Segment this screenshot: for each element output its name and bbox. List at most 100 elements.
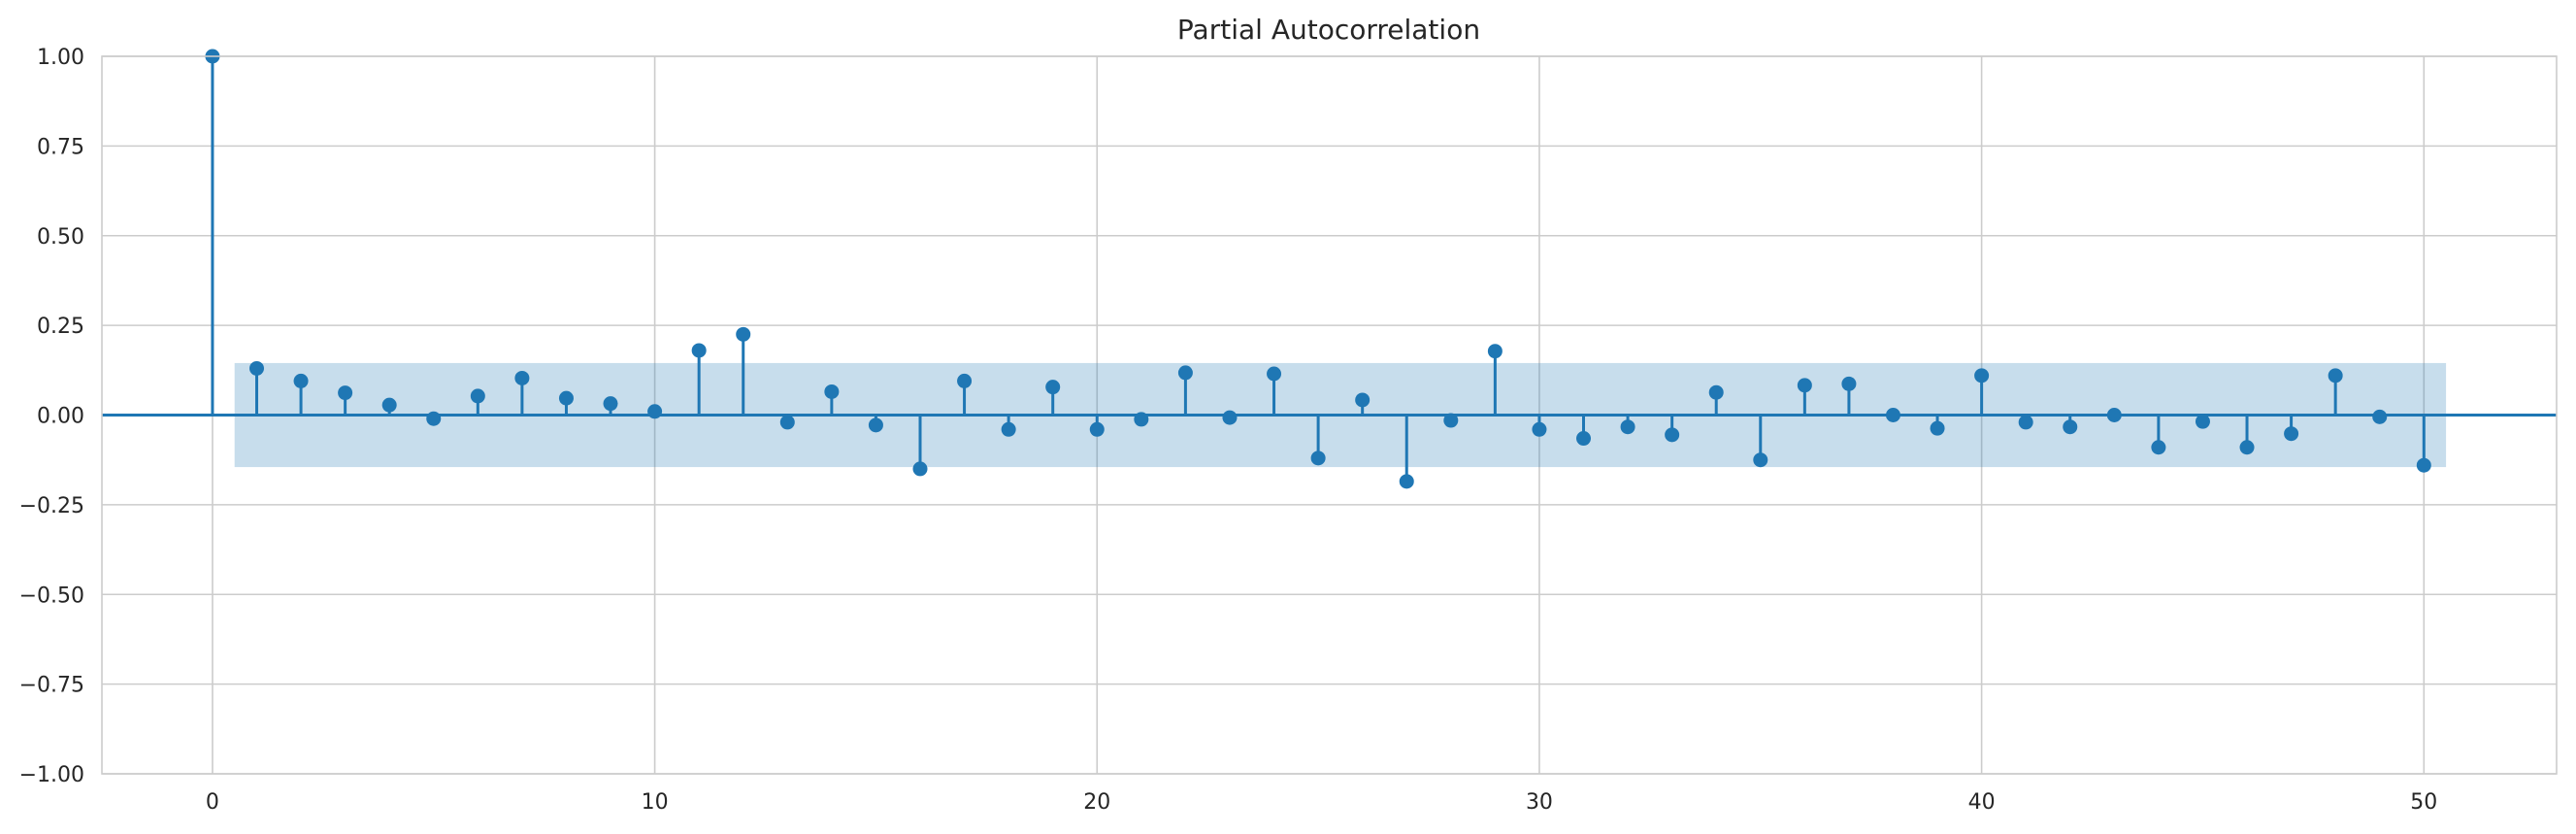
stem-lag-40 xyxy=(1974,368,1990,416)
stem-marker xyxy=(736,326,751,342)
stem-lag-15 xyxy=(868,415,883,433)
stem-lag-6 xyxy=(470,388,485,416)
stem-lag-18 xyxy=(1001,415,1016,437)
stem-lag-24 xyxy=(1267,366,1282,416)
y-tick-label: −0.75 xyxy=(19,674,84,698)
stem-lag-37 xyxy=(1841,376,1857,416)
y-tick-label: 0.75 xyxy=(37,135,84,159)
stem-marker xyxy=(381,397,397,413)
stem-lag-45 xyxy=(2195,414,2210,429)
y-tick-label: 0.50 xyxy=(37,225,84,250)
stem-marker xyxy=(1177,365,1193,381)
stem-lag-19 xyxy=(1045,380,1061,416)
stem-lag-28 xyxy=(1443,413,1459,428)
plot-frame xyxy=(101,55,2558,775)
stem-lag-44 xyxy=(2151,415,2166,455)
stem-marker xyxy=(2195,414,2210,429)
stem-marker xyxy=(558,390,574,406)
stem-lag-21 xyxy=(1134,412,1149,427)
stem-lag-27 xyxy=(1399,415,1414,489)
stem-marker xyxy=(2372,409,2388,424)
stem-marker xyxy=(779,415,795,430)
stem-lag-2 xyxy=(293,373,309,416)
stem-marker xyxy=(1443,413,1459,428)
stem-marker xyxy=(470,388,485,404)
stem-marker xyxy=(1355,392,1371,408)
stem-lag-17 xyxy=(957,373,973,416)
stem-lag-26 xyxy=(1355,392,1371,416)
stem-lag-36 xyxy=(1797,378,1812,416)
stem-lag-10 xyxy=(647,404,663,419)
y-tick-label: −1.00 xyxy=(19,763,84,787)
stem-marker xyxy=(1089,421,1105,437)
stem-lag-41 xyxy=(2018,415,2033,430)
chart-title: Partial Autocorrelation xyxy=(1177,14,1480,46)
stem-lag-0 xyxy=(205,49,220,416)
stem-marker xyxy=(691,343,707,358)
x-tick-label: 20 xyxy=(1083,790,1110,815)
stem-marker xyxy=(1930,420,1945,436)
stem-marker xyxy=(293,373,309,388)
stem-marker xyxy=(2151,440,2166,455)
stem-marker xyxy=(514,370,530,385)
stem-marker xyxy=(647,404,663,419)
stem-lag-31 xyxy=(1576,415,1592,447)
stem-lag-32 xyxy=(1620,415,1635,435)
stem-marker xyxy=(1841,376,1857,391)
stem-lag-16 xyxy=(912,415,928,477)
stem-lag-42 xyxy=(2063,415,2078,435)
stem-series xyxy=(205,49,2431,489)
x-tick-label: 40 xyxy=(1968,790,1996,815)
x-tick-label: 0 xyxy=(206,790,219,815)
stem-lag-50 xyxy=(2416,415,2431,473)
stem-marker xyxy=(338,385,353,401)
stem-marker xyxy=(1399,474,1414,489)
stem-lag-8 xyxy=(558,390,574,416)
stem-lag-34 xyxy=(1708,384,1724,416)
stem-lag-48 xyxy=(2328,368,2343,416)
stem-marker xyxy=(2328,368,2343,384)
stem-marker xyxy=(868,417,883,433)
stem-lag-5 xyxy=(426,411,442,426)
stem-marker xyxy=(1753,452,1768,468)
y-tick-label: −0.50 xyxy=(19,584,84,608)
stem-lag-22 xyxy=(1177,365,1193,416)
stem-marker xyxy=(1532,421,1547,437)
x-tick-label: 10 xyxy=(642,790,669,815)
stem-marker xyxy=(603,396,618,412)
x-tick-label: 30 xyxy=(1526,790,1553,815)
stem-marker xyxy=(1797,378,1812,393)
stem-marker xyxy=(824,384,840,399)
stem-marker xyxy=(1487,344,1503,359)
stem-marker xyxy=(1267,366,1282,382)
y-axis-ticks: −1.00 −0.75 −0.50 −0.25 0.00 0.25 0.50 0.75 1.00 xyxy=(19,46,84,787)
stem-lag-35 xyxy=(1753,415,1768,468)
stem-marker xyxy=(2239,440,2255,455)
y-tick-label: 0.25 xyxy=(37,315,84,339)
stem-marker xyxy=(1974,368,1990,384)
stem-lag-3 xyxy=(338,385,353,416)
stem-lag-49 xyxy=(2372,409,2388,424)
stem-lag-33 xyxy=(1665,415,1680,443)
stem-marker xyxy=(1134,412,1149,427)
y-tick-label: −0.25 xyxy=(19,494,84,518)
stem-lag-30 xyxy=(1532,415,1547,437)
stem-marker xyxy=(2063,419,2078,435)
stem-lag-1 xyxy=(248,360,264,416)
stem-marker xyxy=(248,360,264,376)
stem-lag-9 xyxy=(603,396,618,416)
stem-lag-38 xyxy=(1885,408,1900,422)
stem-lag-29 xyxy=(1487,344,1503,416)
stem-lag-47 xyxy=(2284,415,2299,442)
stem-lag-11 xyxy=(691,343,707,416)
stem-lag-7 xyxy=(514,370,530,416)
stem-lag-13 xyxy=(779,415,795,430)
stem-lag-14 xyxy=(824,384,840,416)
x-tick-label: 50 xyxy=(2410,790,2437,815)
stem-lag-12 xyxy=(736,326,751,416)
stem-marker xyxy=(2284,426,2299,442)
stem-marker xyxy=(2018,415,2033,430)
stem-lag-4 xyxy=(381,397,397,416)
stem-marker xyxy=(1576,431,1592,447)
stem-lag-20 xyxy=(1089,415,1105,437)
